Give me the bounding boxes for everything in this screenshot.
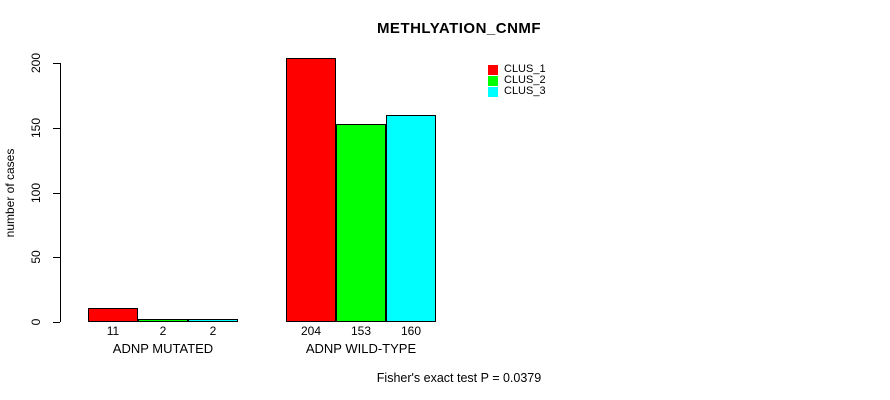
legend-row-clus_1: CLUS_1: [488, 64, 546, 75]
y-axis-tick-label: 100: [29, 182, 43, 203]
bar-value-label: 11: [106, 324, 120, 338]
legend-swatch-clus_1: [488, 64, 498, 75]
y-axis-tick-label: 150: [29, 117, 43, 138]
y-axis-tick: [53, 127, 60, 129]
y-axis-tick-label: 200: [29, 52, 43, 74]
legend-row-clus_3: CLUS_3: [488, 86, 546, 97]
y-axis-tick-label: 50: [29, 250, 43, 264]
footer-annotation: Fisher's exact test P = 0.0379: [376, 371, 542, 385]
y-axis-label: number of cases: [3, 148, 17, 238]
bar-value-label: 160: [400, 324, 422, 338]
legend-label: CLUS_2: [504, 74, 546, 86]
group-label: ADNP MUTATED: [112, 341, 214, 356]
legend-swatch-clus_2: [488, 75, 498, 86]
legend: CLUS_1 CLUS_2 CLUS_3: [488, 64, 546, 97]
bar-value-label: 2: [209, 324, 217, 338]
y-axis-tick: [53, 192, 60, 194]
bar-value-label: 204: [300, 324, 322, 338]
legend-row-clus_2: CLUS_2: [488, 75, 546, 86]
bar-clus_3-group2: [386, 115, 436, 322]
y-axis-line: [60, 63, 61, 322]
bar-clus_3-group1: [188, 319, 238, 322]
bar-clus_2-group1: [138, 319, 188, 322]
chart-title: METHLYATION_CNMF: [376, 20, 542, 37]
legend-swatch-clus_3: [488, 86, 498, 97]
legend-label: CLUS_3: [504, 85, 546, 97]
group-label: ADNP WILD-TYPE: [305, 341, 417, 356]
bar-clus_1-group1: [88, 308, 138, 322]
y-axis-tick: [53, 322, 60, 323]
bar-value-label: 153: [350, 324, 372, 338]
bar-clus_1-group2: [286, 58, 336, 322]
y-axis-tick-label: 0: [29, 318, 43, 326]
legend-label: CLUS_1: [504, 63, 546, 75]
bar-value-label: 2: [159, 324, 167, 338]
y-axis-tick: [53, 257, 60, 259]
y-axis-tick: [53, 63, 60, 64]
bar-clus_2-group2: [336, 124, 386, 322]
